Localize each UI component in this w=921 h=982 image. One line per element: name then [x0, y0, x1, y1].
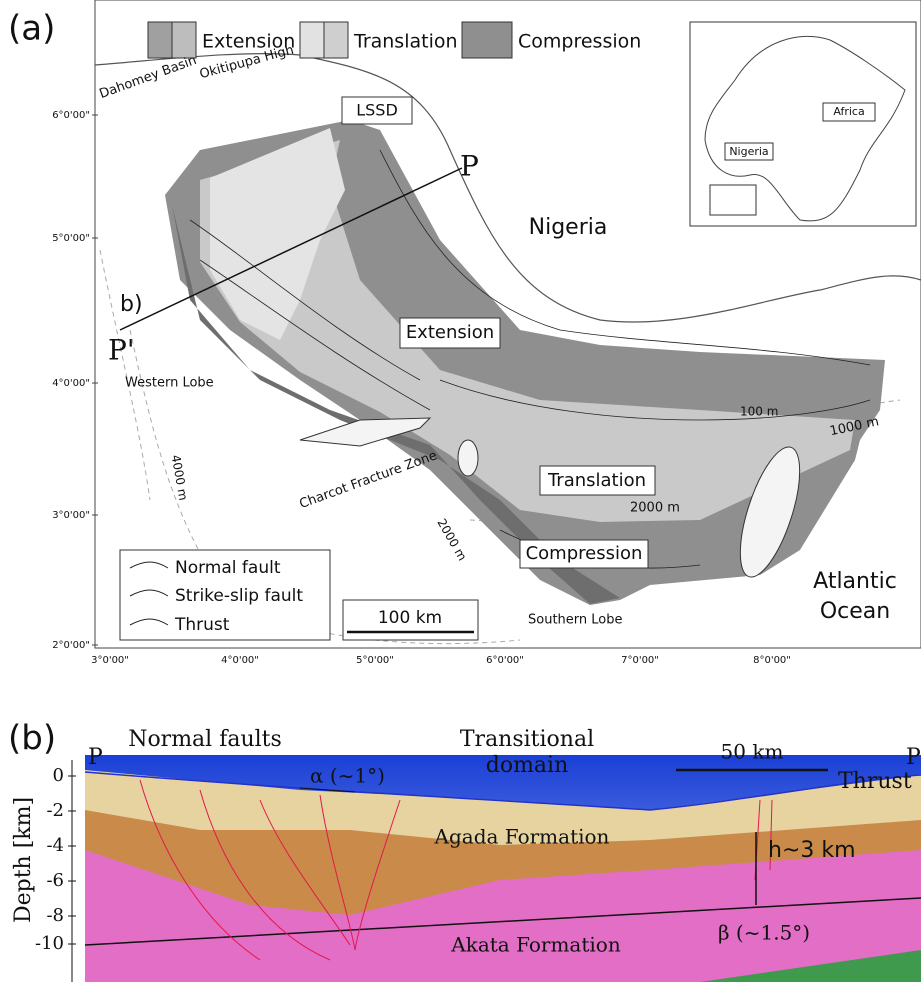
lat-label: 5°0'00": [52, 233, 90, 244]
depth-tick-label: -8: [46, 905, 64, 926]
lon-label: 7°0'00": [621, 655, 659, 666]
domain-legend: Translation: [353, 31, 458, 53]
legend-label: Normal fault: [175, 558, 281, 578]
axis-title: Depth [km]: [11, 797, 36, 923]
inset-label: Nigeria: [729, 145, 768, 158]
legend-label: Thrust: [174, 615, 230, 635]
scale-label: 100 km: [378, 608, 442, 628]
annotation: β (~1.5°): [718, 921, 810, 945]
panel-label: (a): [8, 9, 55, 49]
annotation: domain: [486, 753, 569, 778]
depth-tick-label: -6: [46, 870, 64, 891]
annotation: Akata Formation: [450, 933, 621, 957]
annotation: α (~1°): [310, 764, 385, 788]
depth-tick-label: -10: [35, 933, 64, 954]
profile-label: b): [120, 292, 143, 317]
profile-end: P': [906, 745, 921, 770]
inset-label: Africa: [833, 105, 864, 118]
legend-swatch: [148, 22, 172, 58]
depth-tick-label: 0: [53, 765, 64, 786]
zone-label: Extension: [406, 322, 494, 343]
place-label: Western Lobe: [125, 376, 214, 391]
legend-swatch: [324, 22, 348, 58]
figure: (a) Extension Translation Compression 6°0'00…: [0, 0, 921, 982]
annotation: h~3 km: [768, 838, 856, 863]
zone-label: Compression: [526, 543, 643, 564]
lon-label: 3°0'00": [91, 655, 129, 666]
annotation: Thrust: [838, 769, 912, 794]
legend-label: Strike-slip fault: [175, 586, 303, 606]
fracture-zone: [458, 440, 478, 476]
lat-label: 3°0'00": [52, 510, 90, 521]
bathymetry-label: 100 m: [740, 405, 778, 419]
panel-label: (b): [8, 719, 56, 759]
profile-end: P: [88, 745, 103, 770]
lon-label: 8°0'00": [753, 655, 791, 666]
lon-label: 6°0'00": [486, 655, 524, 666]
legend-swatch: [300, 22, 324, 58]
lon-label: 4°0'00": [221, 655, 259, 666]
panel-a: [95, 0, 921, 648]
place-label: Ocean: [820, 599, 890, 624]
annotation: Transitional: [460, 727, 594, 752]
scale-label: 50 km: [721, 740, 784, 764]
annotation: Normal faults: [128, 727, 282, 752]
lat-label: 6°0'00": [52, 110, 90, 121]
domain-legend: Compression: [518, 31, 641, 53]
profile-label: P': [108, 334, 135, 367]
place-label: Nigeria: [529, 215, 608, 240]
bathymetry-label: 2000 m: [630, 501, 680, 516]
profile-label: P: [460, 150, 479, 183]
annotation: Agada Formation: [434, 825, 610, 849]
place-label: Southern Lobe: [528, 613, 623, 628]
lon-label: 5°0'00": [356, 655, 394, 666]
lat-label: 4°0'00": [52, 378, 90, 389]
zone-label: Translation: [547, 470, 646, 491]
legend-swatch: [462, 22, 512, 58]
lat-label: 2°0'00": [52, 640, 90, 651]
place-label: Atlantic: [813, 569, 897, 594]
depth-tick-label: -4: [46, 835, 64, 856]
depth-tick-label: -2: [46, 800, 64, 821]
zone-label: LSSD: [356, 101, 398, 120]
